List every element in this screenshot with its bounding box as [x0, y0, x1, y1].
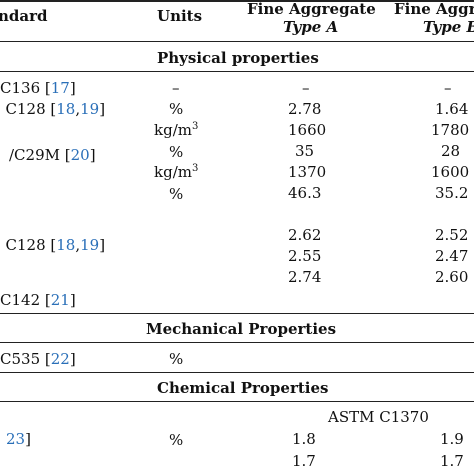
- ref-link[interactable]: 17: [50, 79, 70, 97]
- header-type-b: Type B: [423, 18, 474, 36]
- unit-cell: kg/m3: [154, 163, 199, 181]
- ref-link[interactable]: 21: [50, 291, 70, 309]
- std-row-4: , C128 [18,19]: [0, 236, 106, 254]
- type-b-cell: 28: [441, 142, 461, 160]
- type-b-cell: 1780: [431, 121, 470, 139]
- header-units: Units: [157, 7, 203, 25]
- unit-cell: %: [169, 431, 184, 449]
- chemical-top-rule: [0, 372, 474, 373]
- ref-link[interactable]: 19: [80, 236, 100, 254]
- ref-link[interactable]: 20: [70, 146, 90, 164]
- ref-link[interactable]: 22: [50, 350, 70, 368]
- type-b-cell: 1.9: [440, 430, 464, 448]
- header-fine-aggregate-a: Fine Aggregate: [247, 0, 376, 18]
- type-a-cell: 1660: [288, 121, 327, 139]
- type-a-cell: 46.3: [288, 184, 322, 202]
- type-a-cell: 2.74: [288, 268, 322, 286]
- unit-cell: –: [172, 79, 180, 97]
- chemical-rule: [0, 401, 474, 402]
- mechanical-top-rule: [0, 313, 474, 314]
- type-b-cell: 1600: [431, 163, 470, 181]
- type-b-cell: –: [444, 79, 452, 97]
- type-b-cell: 1.7: [440, 452, 464, 470]
- std-row-2: , C128 [18,19]: [0, 100, 106, 118]
- std-row-6: C535 [22]: [0, 350, 76, 368]
- header-standard: ndard: [0, 7, 48, 25]
- physical-rule: [0, 71, 474, 72]
- type-b-cell: 1.64: [435, 100, 469, 118]
- top-rule: [0, 0, 474, 2]
- section-chemical: Chemical Properties: [157, 379, 329, 397]
- header-type-a: Type A: [283, 18, 339, 36]
- type-a-cell: 2.78: [288, 100, 322, 118]
- section-mechanical: Mechanical Properties: [146, 320, 337, 338]
- type-a-cell: 35: [295, 142, 315, 160]
- type-a-cell: 2.62: [288, 226, 322, 244]
- ref-link[interactable]: 18: [56, 236, 76, 254]
- header-rule: [0, 41, 474, 42]
- std-row-1: C136 [17]: [0, 79, 76, 97]
- type-a-cell: 1.7: [292, 452, 316, 470]
- type-b-cell: 35.2: [435, 184, 469, 202]
- header-fine-aggregate-b: Fine Aggre: [394, 0, 474, 18]
- unit-cell: %: [169, 100, 184, 118]
- type-a-cell: 1.8: [292, 430, 316, 448]
- std-row-5: C142 [21]: [0, 291, 76, 309]
- type-a-cell: 1370: [288, 163, 327, 181]
- section-physical: Physical properties: [157, 49, 319, 67]
- std-row-3: /C29M [20]: [9, 146, 96, 164]
- ref-link[interactable]: 23: [6, 430, 26, 448]
- ref-link[interactable]: 19: [80, 100, 100, 118]
- type-a-cell: 2.55: [288, 247, 322, 265]
- unit-cell: %: [169, 185, 184, 203]
- astm-label: ASTM C1370: [328, 408, 429, 426]
- type-b-cell: 2.60: [435, 268, 469, 286]
- type-b-cell: 2.52: [435, 226, 469, 244]
- ref-link[interactable]: 18: [56, 100, 76, 118]
- unit-cell: kg/m3: [154, 121, 199, 139]
- type-b-cell: 2.47: [435, 247, 469, 265]
- unit-cell: %: [169, 143, 184, 161]
- type-a-cell: –: [302, 79, 310, 97]
- mechanical-rule: [0, 342, 474, 343]
- unit-cell: %: [169, 350, 184, 368]
- std-row-7: 23]: [6, 430, 31, 448]
